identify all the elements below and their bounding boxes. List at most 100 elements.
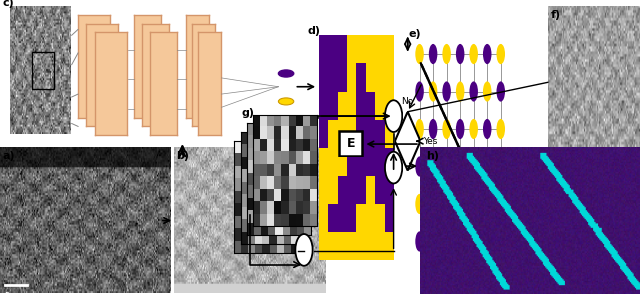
Circle shape xyxy=(497,119,505,139)
Bar xyxy=(328,120,338,148)
Text: c): c) xyxy=(3,0,15,8)
Bar xyxy=(366,204,375,232)
Bar xyxy=(347,64,356,91)
Bar xyxy=(366,91,375,120)
Bar xyxy=(319,35,328,64)
Bar xyxy=(356,232,366,260)
Circle shape xyxy=(415,231,424,252)
Circle shape xyxy=(483,231,492,252)
Circle shape xyxy=(442,194,451,214)
Text: b): b) xyxy=(176,151,189,161)
Bar xyxy=(356,120,366,148)
Bar xyxy=(319,64,328,91)
Bar xyxy=(356,35,366,64)
Circle shape xyxy=(442,44,451,64)
Circle shape xyxy=(469,156,478,177)
Bar xyxy=(385,232,394,260)
Bar xyxy=(328,204,338,232)
Bar xyxy=(328,64,338,91)
Bar xyxy=(385,64,394,91)
Bar xyxy=(328,35,338,64)
Bar xyxy=(366,148,375,176)
Circle shape xyxy=(429,81,437,102)
Text: a): a) xyxy=(2,151,15,161)
Circle shape xyxy=(442,81,451,102)
Text: e): e) xyxy=(408,29,420,39)
Bar xyxy=(338,120,347,148)
Bar xyxy=(319,204,328,232)
Circle shape xyxy=(415,81,424,102)
Circle shape xyxy=(456,119,465,139)
Bar xyxy=(366,176,375,204)
Bar xyxy=(385,91,394,120)
Bar xyxy=(375,64,385,91)
Bar xyxy=(366,120,375,148)
Bar xyxy=(347,176,356,204)
Bar xyxy=(338,64,347,91)
Bar xyxy=(319,176,328,204)
Circle shape xyxy=(469,194,478,214)
Bar xyxy=(385,204,394,232)
Circle shape xyxy=(483,119,492,139)
Circle shape xyxy=(429,194,437,214)
Text: f): f) xyxy=(550,10,561,20)
Circle shape xyxy=(385,100,403,132)
Bar xyxy=(328,176,338,204)
Circle shape xyxy=(442,119,451,139)
Text: 5 nm: 5 nm xyxy=(5,292,25,294)
Bar xyxy=(319,120,328,148)
Bar xyxy=(319,148,328,176)
Bar xyxy=(347,204,356,232)
Bar xyxy=(385,148,394,176)
Text: D: D xyxy=(403,136,412,146)
Circle shape xyxy=(456,231,465,252)
Bar xyxy=(385,176,394,204)
Circle shape xyxy=(442,231,451,252)
Circle shape xyxy=(497,156,505,177)
Circle shape xyxy=(497,194,505,214)
Circle shape xyxy=(442,156,451,177)
Bar xyxy=(328,148,338,176)
Bar xyxy=(319,91,328,120)
Bar xyxy=(375,204,385,232)
Circle shape xyxy=(456,194,465,214)
Bar xyxy=(347,35,356,64)
Circle shape xyxy=(497,81,505,102)
Text: d): d) xyxy=(307,26,321,36)
Text: *: * xyxy=(390,110,397,123)
Bar xyxy=(356,91,366,120)
Text: *: * xyxy=(301,243,307,256)
Circle shape xyxy=(415,156,424,177)
Bar xyxy=(338,91,347,120)
Circle shape xyxy=(278,70,294,77)
Circle shape xyxy=(497,231,505,252)
Circle shape xyxy=(469,44,478,64)
Text: -: - xyxy=(391,161,396,174)
Circle shape xyxy=(429,231,437,252)
Bar xyxy=(375,91,385,120)
Circle shape xyxy=(483,194,492,214)
Bar xyxy=(338,176,347,204)
Circle shape xyxy=(483,81,492,102)
Text: No: No xyxy=(401,97,414,106)
Text: g): g) xyxy=(242,108,255,118)
Circle shape xyxy=(415,44,424,64)
Circle shape xyxy=(469,231,478,252)
Bar xyxy=(33,52,54,89)
Circle shape xyxy=(456,81,465,102)
Text: h): h) xyxy=(426,151,440,161)
Circle shape xyxy=(497,44,505,64)
Circle shape xyxy=(429,44,437,64)
Bar xyxy=(356,176,366,204)
Circle shape xyxy=(483,156,492,177)
Circle shape xyxy=(483,44,492,64)
Bar xyxy=(366,232,375,260)
Bar xyxy=(347,148,356,176)
Bar xyxy=(375,35,385,64)
Bar xyxy=(385,35,394,64)
Circle shape xyxy=(456,156,465,177)
Text: E: E xyxy=(346,137,355,150)
Circle shape xyxy=(415,194,424,214)
Bar xyxy=(356,204,366,232)
Circle shape xyxy=(429,156,437,177)
